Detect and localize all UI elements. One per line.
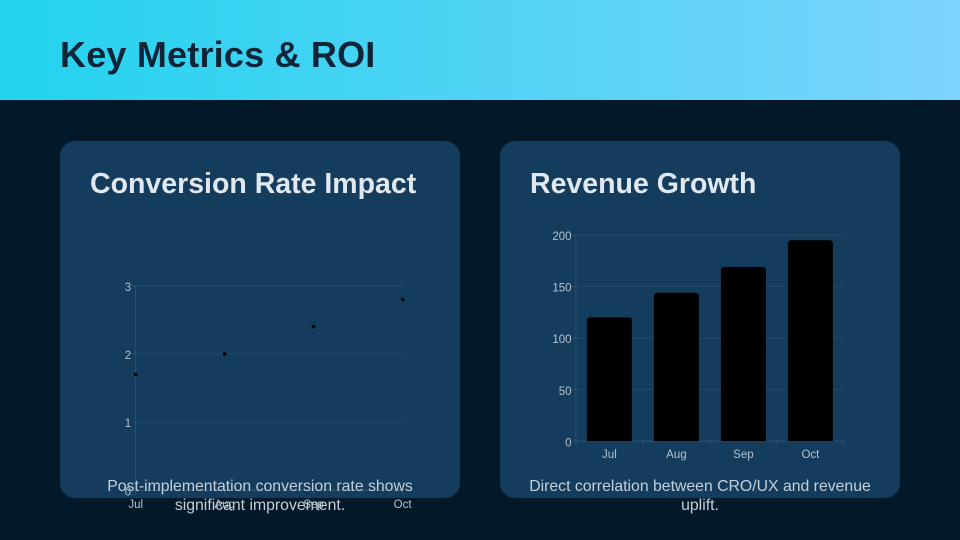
svg-text:Aug: Aug	[666, 449, 686, 461]
svg-text:Sep: Sep	[733, 449, 753, 461]
svg-text:0: 0	[125, 487, 131, 499]
svg-text:2: 2	[125, 350, 131, 362]
svg-text:50: 50	[559, 386, 572, 398]
svg-text:100: 100	[552, 334, 571, 346]
svg-text:Jul: Jul	[602, 449, 617, 461]
svg-text:Aug: Aug	[214, 499, 234, 511]
svg-text:150: 150	[552, 283, 571, 295]
svg-text:1: 1	[125, 418, 131, 430]
svg-text:Oct: Oct	[801, 449, 820, 461]
svg-text:200: 200	[552, 231, 571, 243]
svg-text:Oct: Oct	[394, 499, 413, 511]
svg-text:3: 3	[125, 282, 131, 294]
svg-text:0: 0	[565, 437, 571, 449]
svg-text:Jul: Jul	[128, 499, 143, 511]
svg-text:Sep: Sep	[303, 499, 323, 511]
